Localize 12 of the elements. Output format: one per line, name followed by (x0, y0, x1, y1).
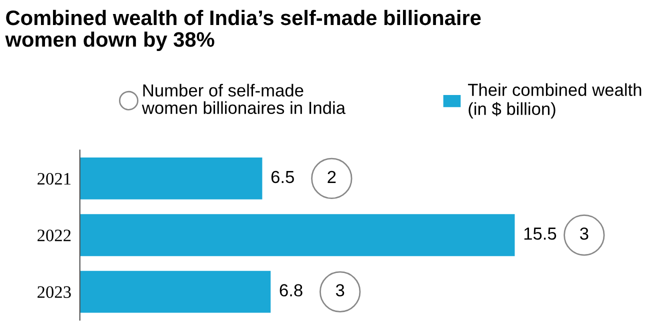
annotation: 3 (336, 284, 344, 296)
text: 3 (580, 227, 588, 240)
chart-title: Combined wealth of India’s self-made billionaire women down by 38% (5, 10, 481, 52)
data-label: 6.5 (271, 170, 294, 184)
annotation: 2 (328, 170, 336, 183)
data-label: 15.5 (524, 228, 556, 240)
y-tick-label: 2021 (38, 172, 70, 185)
y-tick-label: 2023 (38, 286, 71, 298)
data-label: 6.8 (280, 284, 302, 296)
y-tick-label: 2022 (38, 230, 71, 242)
legend-label: Their combined wealth (in $ billion) (468, 83, 642, 118)
text: Number of self-made women billionaires in India (142, 84, 346, 114)
